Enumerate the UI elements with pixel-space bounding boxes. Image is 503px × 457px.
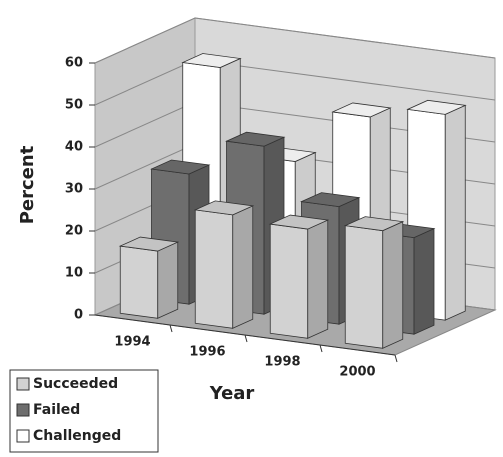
legend-swatch bbox=[16, 429, 30, 443]
bar bbox=[193, 200, 255, 329]
bar-side bbox=[307, 219, 329, 339]
x-tick-label: 1994 bbox=[114, 335, 150, 350]
legend-label: Failed bbox=[33, 402, 80, 418]
bar-top bbox=[343, 216, 405, 232]
legend-label: Challenged bbox=[33, 428, 121, 444]
y-tick-label: 30 bbox=[65, 182, 83, 197]
x-tick-label: 1996 bbox=[189, 345, 225, 360]
y-tick-label: 40 bbox=[65, 140, 83, 155]
bar bbox=[343, 216, 405, 349]
y-tick-label: 0 bbox=[74, 308, 83, 323]
bar-top bbox=[150, 159, 211, 175]
bar-top bbox=[268, 214, 330, 230]
bar-side bbox=[232, 205, 254, 329]
x-tick bbox=[169, 324, 173, 333]
bar-top bbox=[193, 200, 255, 216]
bar-top bbox=[331, 102, 392, 118]
x-tick bbox=[319, 344, 323, 353]
x-tick-label: 1998 bbox=[264, 355, 300, 370]
bar-top bbox=[406, 99, 467, 115]
bar-side bbox=[382, 221, 404, 349]
y-tick-label: 60 bbox=[65, 56, 83, 71]
y-axis-title: Percent bbox=[17, 145, 38, 224]
bar-front bbox=[269, 223, 309, 339]
legend-swatch bbox=[16, 403, 30, 417]
grid-line bbox=[94, 17, 496, 64]
bar-top bbox=[300, 192, 361, 208]
legend-box bbox=[9, 369, 159, 453]
bar-side bbox=[413, 227, 435, 335]
y-tick-label: 50 bbox=[65, 98, 83, 113]
bar bbox=[118, 236, 180, 319]
x-axis-title: Year bbox=[209, 383, 255, 404]
y-tick-label: 10 bbox=[65, 266, 83, 281]
x-tick bbox=[244, 334, 248, 343]
x-tick-label: 2000 bbox=[339, 365, 375, 380]
bar-top bbox=[118, 236, 180, 252]
bar-front bbox=[344, 225, 384, 349]
bar-side bbox=[157, 241, 179, 319]
bar-top bbox=[181, 53, 242, 68]
bar-front bbox=[194, 209, 234, 329]
x-tick bbox=[394, 354, 398, 363]
bar-top bbox=[225, 131, 286, 147]
y-tick-label: 20 bbox=[65, 224, 83, 239]
bar bbox=[268, 214, 330, 339]
bar-side bbox=[444, 104, 466, 321]
legend-label: Succeeded bbox=[33, 376, 118, 392]
legend-swatch bbox=[16, 377, 30, 391]
bar-front bbox=[119, 245, 159, 319]
